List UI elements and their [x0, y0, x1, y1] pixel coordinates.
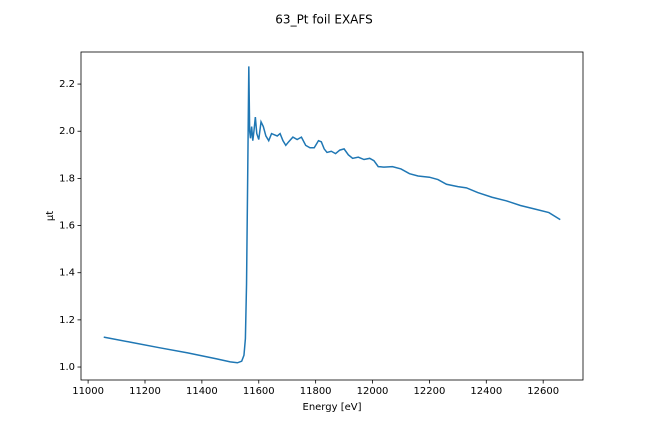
x-tick-label: 11800 — [300, 386, 332, 397]
y-tick-label: 1.4 — [59, 268, 75, 279]
x-tick-label: 12000 — [357, 386, 389, 397]
x-tick-label: 11600 — [243, 386, 275, 397]
chart-title: 63_Pt foil EXAFS — [275, 13, 372, 27]
x-tick-label: 12600 — [527, 386, 559, 397]
x-tick-label: 11000 — [72, 386, 104, 397]
data-line — [103, 66, 561, 364]
y-axis-label: μt — [45, 211, 56, 221]
y-tick-label: 2.2 — [59, 79, 75, 90]
x-axis-label: Energy [eV] — [303, 402, 362, 413]
y-tick-label: 1.0 — [59, 362, 75, 373]
x-tick-label: 11400 — [186, 386, 218, 397]
y-tick-label: 1.6 — [59, 221, 75, 232]
plot-frame — [80, 51, 584, 381]
x-tick-label: 12200 — [414, 386, 446, 397]
y-tick-label: 1.2 — [59, 315, 75, 326]
y-tick-label: 1.8 — [59, 173, 75, 184]
x-tick-label: 11200 — [129, 386, 161, 397]
x-tick-label: 12400 — [470, 386, 502, 397]
y-tick-label: 2.0 — [59, 126, 75, 137]
